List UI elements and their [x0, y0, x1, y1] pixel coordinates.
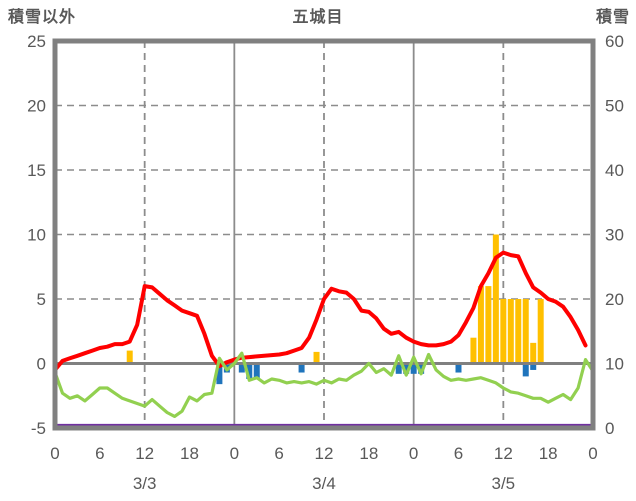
left-axis-tick-label: 0: [37, 355, 46, 374]
right-axis-tick-label: 10: [605, 355, 624, 374]
chart-grid: [55, 41, 593, 428]
x-axis-hour-label: 6: [274, 444, 283, 463]
x-axis-day-label: 3/5: [492, 474, 516, 493]
bar: [522, 299, 529, 364]
x-axis-hour-label: 0: [588, 444, 597, 463]
left-axis-title: 積雪以外: [8, 9, 77, 26]
bar: [477, 286, 484, 364]
bar: [403, 363, 410, 374]
series-green-line: [53, 351, 595, 418]
bar: [395, 363, 402, 374]
x-axis-day-label: 3/4: [312, 474, 336, 493]
right-axis-title: 積雪: [595, 9, 630, 26]
left-axis-tick-label: 25: [27, 32, 46, 51]
bar: [216, 363, 223, 385]
bar: [126, 350, 133, 364]
bar: [500, 299, 507, 364]
bar: [418, 363, 425, 374]
bar: [246, 363, 253, 379]
series-red-line: [53, 250, 588, 372]
chart-title: 五城目: [292, 9, 344, 26]
bar: [253, 363, 260, 379]
bar: [470, 337, 477, 364]
x-axis-day-label: 3/3: [133, 474, 157, 493]
left-axis-tick-label: 10: [27, 226, 46, 245]
bar: [485, 286, 492, 364]
left-axis-tick-label: -5: [31, 419, 46, 438]
right-axis-tick-label: 0: [605, 419, 614, 438]
right-axis-tick-label: 60: [605, 32, 624, 51]
left-axis-tick-label: 15: [27, 161, 46, 180]
x-axis-hour-label: 12: [135, 444, 154, 463]
bar: [492, 234, 499, 364]
x-axis-hour-label: 0: [50, 444, 59, 463]
x-axis-hour-label: 18: [539, 444, 558, 463]
x-axis-hour-label: 6: [95, 444, 104, 463]
left-axis-tick-label: 20: [27, 97, 46, 116]
bar: [298, 363, 305, 373]
bar: [410, 363, 417, 374]
right-axis-tick-label: 20: [605, 290, 624, 309]
x-axis-hour-label: 6: [454, 444, 463, 463]
right-axis-tick-label: 40: [605, 161, 624, 180]
bar: [522, 363, 529, 377]
x-axis-hour-label: 0: [409, 444, 418, 463]
x-axis-hour-label: 18: [359, 444, 378, 463]
bar: [507, 299, 514, 364]
bar: [537, 299, 544, 364]
x-axis-hour-label: 0: [230, 444, 239, 463]
x-axis-hour-label: 12: [315, 444, 334, 463]
bar: [515, 299, 522, 364]
x-axis-hour-label: 18: [180, 444, 199, 463]
bar: [313, 351, 320, 364]
plot-border: [52, 38, 596, 431]
left-axis-tick-label: 5: [37, 290, 46, 309]
series-orange-bars: [126, 234, 544, 364]
x-axis-hour-label: 12: [494, 444, 513, 463]
bar: [530, 363, 537, 370]
bar: [455, 363, 462, 373]
bar: [238, 363, 245, 373]
right-axis-tick-label: 30: [605, 226, 624, 245]
bar: [530, 342, 537, 364]
right-axis-tick-label: 50: [605, 97, 624, 116]
